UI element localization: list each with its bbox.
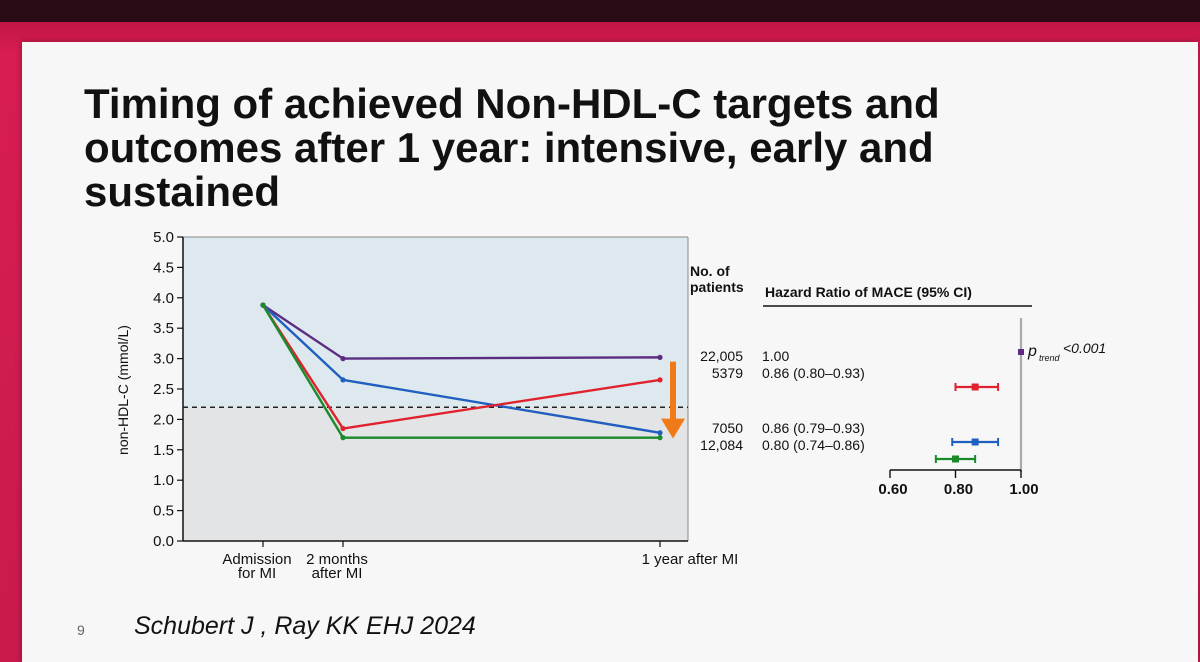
hr-point bbox=[971, 383, 979, 391]
slide-title: Timing of achieved Non-HDL-C targets and… bbox=[84, 82, 1164, 214]
forest-x-tick-label: 0.60 bbox=[878, 481, 907, 498]
y-tick-label: 0.5 bbox=[153, 503, 174, 520]
hr-point bbox=[1018, 349, 1024, 355]
hr-value: 0.80 (0.74–0.86) bbox=[762, 437, 865, 453]
title-line-2: outcomes after 1 year: intensive, early … bbox=[84, 124, 934, 171]
series-point bbox=[657, 430, 663, 436]
hr-point bbox=[952, 455, 959, 463]
hr-point bbox=[971, 438, 979, 446]
reduction-arrow-head bbox=[661, 418, 685, 439]
slide-number: 9 bbox=[77, 622, 85, 638]
hr-value: 0.86 (0.80–0.93) bbox=[762, 365, 865, 381]
y-tick-label: 2.0 bbox=[153, 411, 174, 428]
series-point bbox=[260, 302, 266, 308]
series-point bbox=[657, 435, 663, 441]
series-point bbox=[657, 354, 663, 360]
x-tick-label: 1 year after MI bbox=[642, 551, 739, 568]
plot-lower-band bbox=[183, 407, 688, 541]
y-axis-label: non-HDL-C (mmol/L) bbox=[115, 325, 131, 455]
x-tick-label: Admission bbox=[222, 551, 291, 568]
y-tick-label: 3.5 bbox=[153, 320, 174, 337]
y-tick-label: 1.0 bbox=[153, 472, 174, 489]
series-point bbox=[657, 377, 663, 383]
forest-x-tick-label: 0.80 bbox=[944, 481, 973, 498]
p-trend-value: <0.001 bbox=[1063, 340, 1106, 356]
y-tick-label: 0.0 bbox=[153, 533, 174, 550]
patients-count: 22,005 bbox=[700, 348, 743, 364]
title-line-3: sustained bbox=[84, 168, 281, 215]
hr-value: 1.00 bbox=[762, 348, 789, 364]
series-point bbox=[340, 425, 346, 432]
p-trend-sub: trend bbox=[1039, 353, 1061, 363]
y-tick-label: 3.0 bbox=[153, 351, 174, 368]
x-tick-label: for MI bbox=[238, 565, 276, 582]
patients-count: 7050 bbox=[712, 420, 743, 436]
citation: Schubert J , Ray KK EHJ 2024 bbox=[134, 612, 476, 640]
patients-count: 5379 bbox=[712, 365, 743, 381]
hr-value: 0.86 (0.79–0.93) bbox=[762, 420, 865, 436]
y-tick-label: 4.0 bbox=[153, 290, 174, 307]
series-point bbox=[340, 377, 346, 383]
patients-header: patients bbox=[690, 279, 744, 295]
hr-header: Hazard Ratio of MACE (95% CI) bbox=[765, 284, 972, 300]
forest-x-tick-label: 1.00 bbox=[1009, 481, 1038, 498]
series-point bbox=[340, 435, 346, 441]
x-tick-label: 2 months bbox=[306, 551, 368, 568]
top-bar bbox=[0, 0, 1200, 22]
patients-count: 12,084 bbox=[700, 437, 743, 453]
y-tick-label: 2.5 bbox=[153, 381, 174, 398]
plot-upper-band bbox=[183, 237, 688, 408]
y-tick-label: 5.0 bbox=[153, 229, 174, 246]
y-tick-label: 1.5 bbox=[153, 442, 174, 459]
patients-header: No. of bbox=[690, 263, 730, 279]
series-point bbox=[340, 356, 346, 362]
title-line-1: Timing of achieved Non-HDL-C targets and bbox=[84, 80, 940, 127]
p-trend-p: p bbox=[1027, 343, 1037, 360]
y-tick-label: 4.5 bbox=[153, 259, 174, 276]
x-tick-label: after MI bbox=[312, 565, 363, 582]
